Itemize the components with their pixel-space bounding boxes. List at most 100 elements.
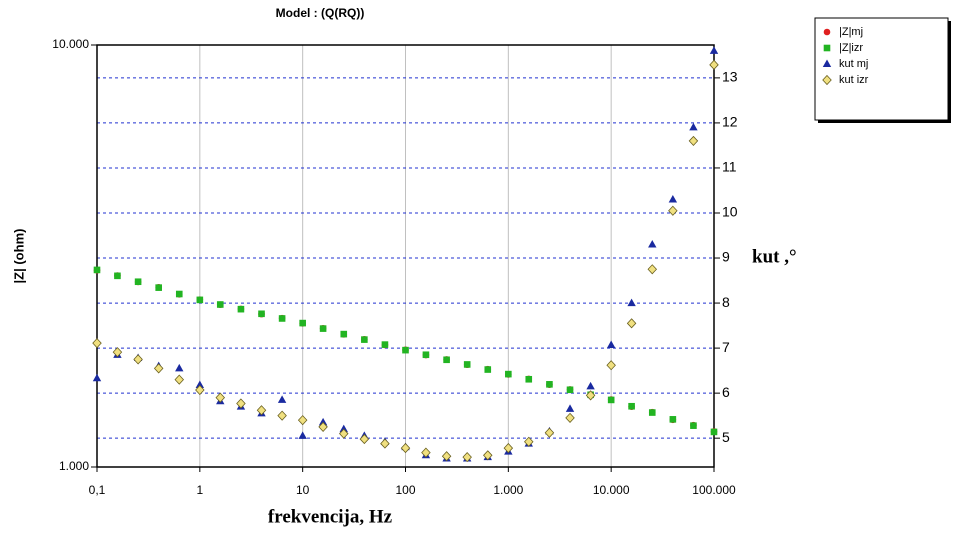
y2-tick-label: 13 [722, 69, 738, 85]
data-point [544, 427, 555, 438]
data-point [565, 412, 575, 423]
y-tick-label: 10.000 [52, 37, 89, 51]
data-point [402, 346, 409, 354]
data-point [606, 340, 616, 348]
y2-tick-label: 9 [722, 249, 730, 265]
data-point [668, 205, 678, 216]
x-tick-label: 10 [296, 483, 310, 497]
data-point [175, 363, 184, 372]
data-point [647, 264, 658, 275]
y-axis-label: |Z| (ohm) [11, 229, 26, 284]
y2-tick-label: 7 [722, 339, 730, 355]
data-point [216, 301, 224, 308]
data-point [421, 447, 431, 458]
data-point [648, 240, 657, 248]
data-point [524, 436, 534, 447]
marker [823, 28, 831, 36]
data-point [566, 386, 574, 394]
data-point [196, 296, 204, 304]
x-tick-label: 100.000 [692, 483, 736, 497]
data-point [606, 360, 616, 371]
data-point [319, 325, 327, 332]
data-point [215, 392, 226, 403]
data-point [361, 336, 368, 343]
data-point [400, 442, 411, 454]
data-point [525, 375, 533, 383]
data-point [175, 290, 183, 298]
data-point [586, 381, 595, 390]
data-point [381, 341, 389, 348]
data-point [648, 409, 656, 416]
data-point [359, 433, 370, 445]
data-point [153, 363, 164, 374]
data-point [441, 451, 452, 462]
data-point [339, 428, 349, 439]
y-tick-label: 1.000 [59, 459, 89, 473]
data-point [626, 318, 637, 329]
data-point [277, 410, 287, 421]
y2-tick-label: 10 [722, 204, 738, 220]
chart-title: Model : (Q(RQ)) [276, 6, 365, 20]
data-point [669, 416, 677, 423]
x-tick-label: 1.000 [493, 483, 523, 497]
data-point [318, 417, 328, 426]
x-axis-label: frekvencija, Hz [268, 506, 393, 527]
legend-label: |Z|izr [839, 42, 863, 54]
legend-label: kut mj [839, 58, 868, 70]
data-point [585, 390, 596, 401]
data-point [92, 373, 102, 382]
data-point [503, 442, 514, 454]
legend [814, 17, 949, 121]
data-point [299, 319, 306, 327]
data-point [318, 421, 328, 433]
data-point [278, 315, 286, 322]
data-point [195, 380, 205, 389]
data-point [256, 405, 267, 416]
data-point [668, 194, 678, 203]
data-point [505, 370, 512, 378]
data-point [565, 404, 575, 412]
data-point [422, 351, 430, 359]
data-point [710, 428, 718, 436]
legend-label: kut izr [839, 74, 869, 86]
data-point [114, 272, 121, 280]
x-tick-label: 10.000 [593, 483, 630, 497]
data-point [155, 284, 162, 291]
data-point [628, 402, 635, 410]
data-point [627, 298, 636, 307]
x-tick-label: 1 [196, 483, 203, 497]
data-point [236, 398, 246, 409]
data-point [380, 438, 390, 449]
legend-label: |Z|mj [839, 26, 863, 38]
y2-axis-label: kut ,° [752, 246, 797, 267]
data-point [298, 431, 307, 439]
data-point [546, 381, 553, 388]
marker [823, 44, 831, 52]
data-point [484, 366, 492, 373]
data-point [277, 395, 287, 403]
data-point [195, 384, 205, 396]
data-point [339, 424, 348, 433]
data-point [237, 305, 245, 313]
data-point [607, 396, 615, 404]
data-point [690, 422, 697, 429]
marker [822, 59, 832, 67]
plot-frame [96, 44, 715, 468]
data-point [93, 266, 101, 274]
data-point [134, 278, 142, 286]
data-point [297, 415, 308, 426]
data-point [340, 330, 348, 338]
data-point [688, 135, 699, 147]
data-point [258, 310, 265, 318]
data-point [462, 452, 472, 463]
data-point [709, 59, 719, 70]
data-point [443, 356, 450, 364]
y2-tick-label: 5 [722, 429, 730, 445]
x-tick-label: 0,1 [89, 483, 106, 497]
marker [822, 74, 832, 86]
y2-tick-label: 11 [722, 159, 737, 175]
data-point [689, 122, 698, 131]
y2-tick-label: 6 [722, 384, 730, 400]
data-point [483, 450, 493, 461]
